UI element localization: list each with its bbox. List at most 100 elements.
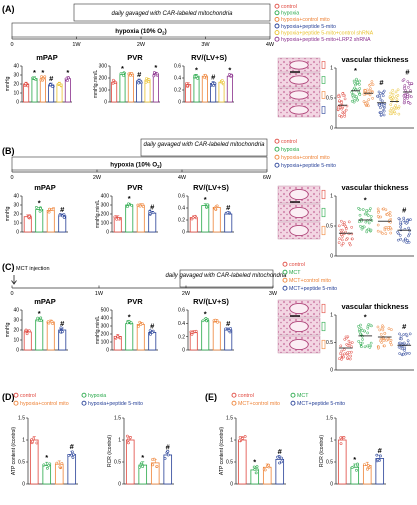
legend-marker <box>81 392 87 398</box>
legend-marker <box>290 392 296 398</box>
legend-item: hypoxia <box>281 11 299 17</box>
data-point <box>366 344 369 348</box>
data-point <box>363 212 367 216</box>
data-point <box>193 214 197 218</box>
group-marker <box>321 76 326 84</box>
data-point <box>391 109 395 113</box>
data-point <box>404 352 407 356</box>
data-point <box>392 106 396 110</box>
gavage-box-C <box>179 269 274 288</box>
data-point <box>398 234 402 237</box>
data-point <box>358 93 362 97</box>
data-point <box>383 344 386 348</box>
significance-mark: * <box>253 458 256 467</box>
legend-marker <box>282 261 288 267</box>
data-point <box>280 456 283 460</box>
legend-item: hypoxia+peptide 5-mito+control shRNA <box>281 30 374 36</box>
legend-marker <box>290 400 296 406</box>
bar <box>125 439 135 485</box>
data-point <box>340 219 343 223</box>
significance-mark: # <box>166 443 171 452</box>
data-point <box>238 439 241 443</box>
data-point <box>402 333 405 336</box>
data-point <box>111 81 115 85</box>
y-tick-label: 10 <box>13 221 19 227</box>
data-point <box>215 204 219 208</box>
bar <box>193 75 200 103</box>
data-point <box>339 233 343 237</box>
chart-d-rcr: 0 0.5 1 1.5 RCR (/control) * # <box>107 416 174 488</box>
data-point <box>389 231 393 235</box>
data-point <box>136 203 140 207</box>
significance-mark: # <box>379 78 384 87</box>
data-point <box>352 100 356 104</box>
bar <box>201 320 210 351</box>
vessel-icon <box>289 338 309 351</box>
data-point <box>366 464 370 467</box>
y-tick-label: 300 <box>99 64 108 70</box>
y-tick-label: 0 <box>330 368 333 374</box>
data-point <box>253 468 257 471</box>
data-point <box>391 88 395 92</box>
legend-marker <box>274 146 280 152</box>
data-point <box>340 238 344 242</box>
data-point <box>378 104 381 107</box>
data-point <box>205 319 208 323</box>
y-tick-label: 30 <box>13 73 19 79</box>
y-tick-label: 20 <box>13 328 19 334</box>
chart-e-rcr: 0 0.5 1 1.5 RCR (/control) * # <box>319 416 386 488</box>
data-point <box>381 94 385 98</box>
vessel-icon <box>289 105 309 115</box>
data-point <box>27 214 31 218</box>
gavage-box-B <box>140 138 268 157</box>
significance-mark: * <box>141 453 144 462</box>
data-point <box>205 76 208 80</box>
group-marker <box>321 303 326 314</box>
data-point <box>121 72 125 75</box>
data-point <box>196 76 199 80</box>
data-point <box>255 465 259 469</box>
hypoxia-bar-B <box>11 156 268 171</box>
data-point <box>378 95 382 99</box>
data-point <box>388 112 392 116</box>
bar <box>375 458 385 485</box>
data-point <box>46 466 49 470</box>
data-point <box>384 208 388 212</box>
legend-E: control MCT MCT+control mito MCT+peptide 5-… <box>231 392 345 407</box>
legend-item: hypoxia <box>281 147 299 153</box>
data-point <box>339 436 343 440</box>
y-tick-label: 0 <box>330 254 333 260</box>
y-tick-label: 0 <box>106 230 109 236</box>
legend-item: MCT <box>297 393 309 399</box>
data-point <box>151 463 155 467</box>
y-tick-label: 1 <box>22 438 25 444</box>
chart-c-vt: vascular thickness 0 0.5 1 * # <box>326 302 414 374</box>
bar <box>46 321 55 351</box>
bar <box>31 78 38 103</box>
y-axis-label: mmHg.min/L <box>93 70 99 99</box>
timeline-tick-label: 0 <box>10 175 13 181</box>
data-point <box>130 203 133 207</box>
data-point <box>357 325 360 328</box>
significance-mark: # <box>278 447 283 456</box>
y-tick-label: 100 <box>99 88 108 94</box>
y-tick-label: 0 <box>16 230 19 236</box>
vessel-icon <box>289 188 309 201</box>
timeline-tick-label: 3W <box>201 42 210 48</box>
y-tick-label: 0 <box>178 100 181 106</box>
vessel-icon <box>289 60 309 70</box>
data-point <box>338 99 341 103</box>
data-point <box>350 345 354 349</box>
data-point <box>138 204 142 208</box>
y-tick-label: 0.5 <box>18 460 25 466</box>
y-tick-label: 0 <box>330 482 333 488</box>
data-point <box>163 457 167 460</box>
data-point <box>339 352 342 355</box>
data-point <box>399 225 403 229</box>
y-axis-label: RCR (/control) <box>319 435 325 467</box>
data-point <box>40 75 43 79</box>
data-point <box>384 232 388 236</box>
